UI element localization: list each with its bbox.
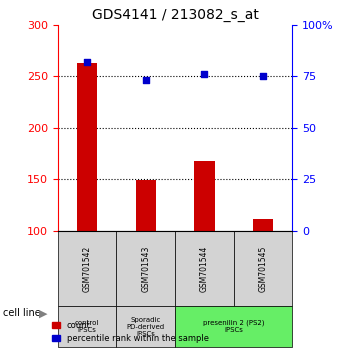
Point (202, 72, 207, 77)
Title: GDS4141 / 213082_s_at: GDS4141 / 213082_s_at (92, 8, 258, 22)
Bar (194, 161, 215, 334)
Text: GSM701545: GSM701545 (259, 245, 268, 292)
Text: GSM701543: GSM701543 (141, 245, 150, 292)
Text: presenilin 2 (PS2)
iPSCs: presenilin 2 (PS2) iPSCs (203, 320, 265, 333)
Point (260, 74, 266, 79)
Point (84, 59, 90, 65)
FancyBboxPatch shape (175, 231, 234, 306)
FancyBboxPatch shape (116, 306, 175, 347)
Point (143, 78, 149, 83)
Text: control
IPSCs: control IPSCs (75, 320, 99, 333)
FancyBboxPatch shape (175, 306, 292, 347)
Text: cell line: cell line (3, 308, 41, 318)
Legend: count, percentile rank within the sample: count, percentile rank within the sample (48, 318, 212, 346)
FancyBboxPatch shape (116, 231, 175, 306)
Bar (253, 218, 273, 334)
Bar (77, 63, 97, 334)
Text: GSM701542: GSM701542 (83, 246, 91, 292)
Text: ▶: ▶ (39, 308, 48, 318)
Text: Sporadic
PD-derived
iPSCs: Sporadic PD-derived iPSCs (127, 316, 165, 337)
FancyBboxPatch shape (58, 231, 116, 306)
Text: GSM701544: GSM701544 (200, 245, 209, 292)
Bar (136, 181, 156, 334)
FancyBboxPatch shape (234, 231, 292, 306)
FancyBboxPatch shape (58, 306, 116, 347)
